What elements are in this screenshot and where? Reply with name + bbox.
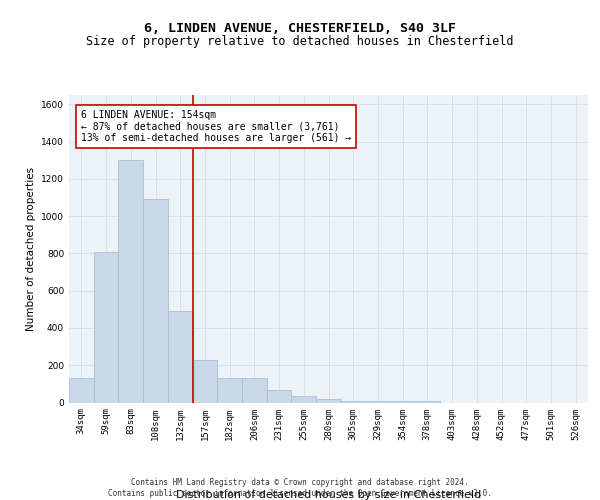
- Bar: [168, 311, 193, 402]
- Text: 6 LINDEN AVENUE: 154sqm
← 87% of detached houses are smaller (3,761)
13% of semi: 6 LINDEN AVENUE: 154sqm ← 87% of detache…: [82, 110, 352, 143]
- Y-axis label: Number of detached properties: Number of detached properties: [26, 166, 35, 331]
- Bar: [118, 160, 143, 402]
- Text: Contains HM Land Registry data © Crown copyright and database right 2024.
Contai: Contains HM Land Registry data © Crown c…: [108, 478, 492, 498]
- Bar: [193, 360, 217, 403]
- X-axis label: Distribution of detached houses by size in Chesterfield: Distribution of detached houses by size …: [176, 490, 481, 500]
- Bar: [292, 396, 316, 402]
- Bar: [143, 200, 168, 402]
- Bar: [341, 400, 365, 402]
- Bar: [390, 400, 415, 402]
- Bar: [365, 400, 390, 402]
- Bar: [316, 399, 341, 402]
- Bar: [217, 378, 242, 402]
- Bar: [94, 252, 118, 402]
- Bar: [415, 400, 440, 402]
- Bar: [267, 390, 292, 402]
- Text: Size of property relative to detached houses in Chesterfield: Size of property relative to detached ho…: [86, 35, 514, 48]
- Text: 6, LINDEN AVENUE, CHESTERFIELD, S40 3LF: 6, LINDEN AVENUE, CHESTERFIELD, S40 3LF: [144, 22, 456, 36]
- Bar: [69, 378, 94, 402]
- Bar: [242, 378, 267, 402]
